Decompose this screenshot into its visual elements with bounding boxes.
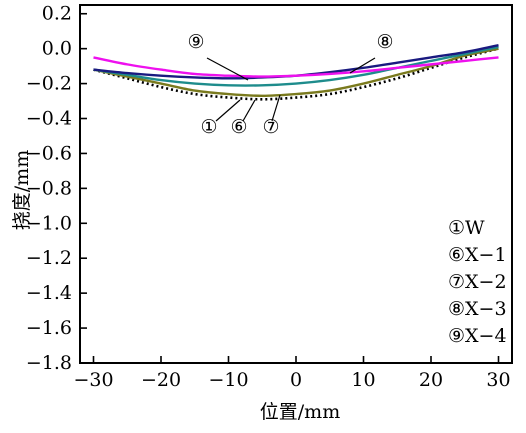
y-tick-label: −1.2 bbox=[26, 247, 72, 269]
y-tick-label: −0.6 bbox=[26, 142, 72, 164]
series-line-x-3 bbox=[93, 43, 499, 80]
legend-entry: ⑥X−1 bbox=[448, 244, 507, 266]
x-tick-label: 10 bbox=[351, 369, 375, 391]
x-tick-label: −30 bbox=[73, 369, 113, 391]
x-tick-label: 20 bbox=[419, 369, 443, 391]
x-axis-title: 位置/mm bbox=[260, 401, 340, 423]
y-tick-label: −0.4 bbox=[26, 108, 72, 130]
y-axis-title: 挠度/mm bbox=[11, 150, 33, 230]
x-tick-label: 0 bbox=[290, 369, 302, 391]
y-tick-label: −1.6 bbox=[26, 317, 72, 339]
y-tick-label: −1.8 bbox=[26, 352, 72, 374]
x-tick-label: −20 bbox=[141, 369, 181, 391]
annotation-leader bbox=[349, 57, 376, 74]
series-line-x-2 bbox=[93, 45, 499, 87]
annotation-leader bbox=[242, 99, 256, 122]
series-line-x-1 bbox=[93, 47, 499, 98]
annotation-leader bbox=[215, 99, 241, 122]
annotation-marker: ⑥ bbox=[230, 116, 247, 138]
x-tick-label: −10 bbox=[208, 369, 248, 391]
annotation-marker: ⑧ bbox=[376, 31, 393, 53]
annotation-leader bbox=[271, 94, 281, 122]
legend: ①W ⑥X−1 ⑦X−2 ⑧X−3 ⑨X−4 bbox=[448, 217, 507, 347]
y-tick-label: −1.4 bbox=[26, 282, 72, 304]
annotation-marker: ⑦ bbox=[262, 116, 279, 138]
series-line-x-4 bbox=[93, 56, 499, 78]
legend-entry: ⑦X−2 bbox=[448, 271, 507, 293]
y-tick-label: 0.0 bbox=[42, 38, 72, 60]
annotation-leader bbox=[206, 57, 249, 81]
annotation-marker: ① bbox=[200, 116, 217, 138]
y-tick-label: 0.2 bbox=[42, 3, 72, 25]
series-line-w bbox=[93, 47, 499, 101]
y-tick-label: −1.0 bbox=[26, 212, 72, 234]
legend-entry: ①W bbox=[448, 217, 485, 239]
legend-entry: ⑨X−4 bbox=[448, 325, 507, 347]
x-tick-label: 30 bbox=[486, 369, 510, 391]
y-tick-label: −0.8 bbox=[26, 177, 72, 199]
annotation-marker: ⑨ bbox=[187, 31, 204, 53]
legend-entry: ⑧X−3 bbox=[448, 298, 507, 320]
y-tick-label: −0.2 bbox=[26, 73, 72, 95]
